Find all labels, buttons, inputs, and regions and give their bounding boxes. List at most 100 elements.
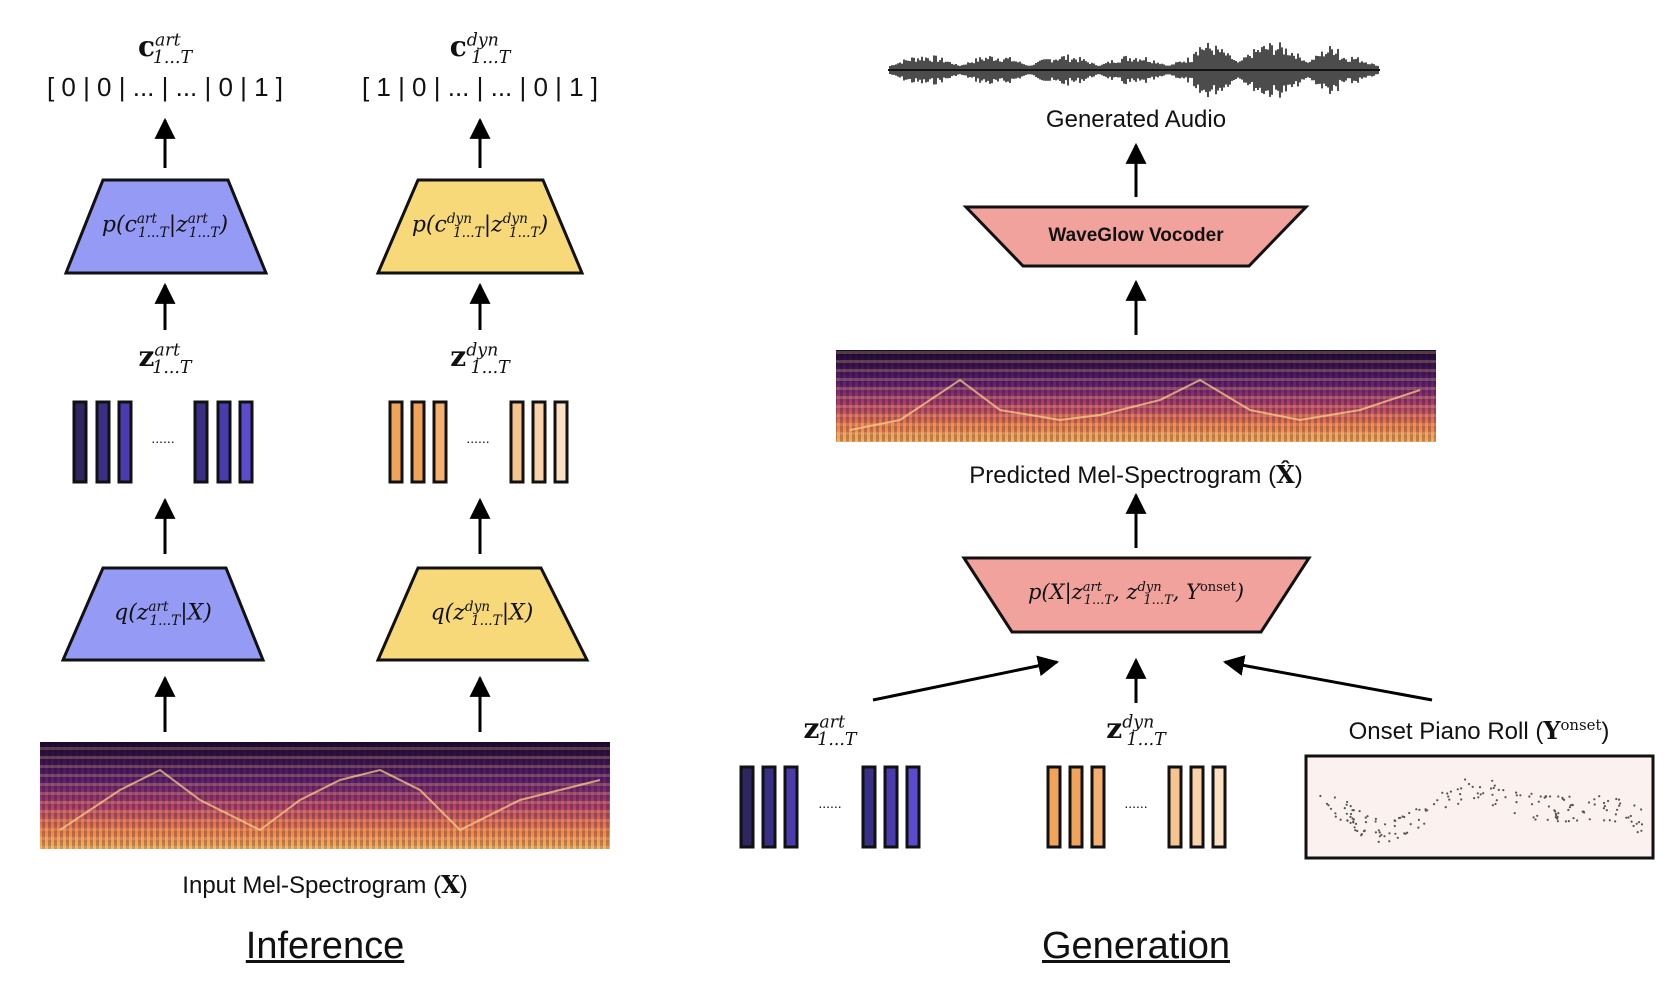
dyn-decoder-sup: dyn bbox=[446, 211, 473, 228]
generation-art-latent-sup: art bbox=[819, 712, 846, 733]
piano-roll-onset-dot bbox=[1393, 824, 1396, 828]
inference-art-ellipsis: ...... bbox=[151, 430, 175, 446]
piano-roll-onset-dot bbox=[1489, 787, 1493, 790]
piano-roll-onset-dot bbox=[1515, 791, 1518, 794]
piano-roll-onset-dot bbox=[1635, 822, 1638, 825]
piano-roll-onset-dot bbox=[1417, 826, 1420, 829]
piano-roll-onset-dot bbox=[1473, 797, 1476, 800]
piano-roll-onset-dot bbox=[1553, 809, 1556, 812]
predicted-spectrogram bbox=[836, 350, 1436, 442]
inference-dyn-latent-symbol: z bbox=[450, 340, 467, 373]
piano-roll-onset-dot bbox=[1378, 835, 1381, 838]
gen-decoder-sup3: onset bbox=[1199, 579, 1236, 595]
generation-decoder-label: p(X|zart1...T, zdyn1...T, Yonset) bbox=[1028, 580, 1244, 608]
piano-roll-onset-dot bbox=[1536, 814, 1539, 817]
piano-roll-onset-dot bbox=[1352, 818, 1355, 821]
inference-art-latent-symbol: z bbox=[138, 340, 155, 373]
piano-roll-onset-dot bbox=[1547, 805, 1550, 808]
piano-roll-onset-dot bbox=[1417, 818, 1420, 822]
generation-dyn-latent-sub: 1...T bbox=[1126, 729, 1166, 750]
piano-roll-onset-dot bbox=[1378, 831, 1381, 834]
art-encoder-trapezoid bbox=[60, 566, 266, 662]
piano-roll-onset-dot bbox=[1343, 807, 1346, 810]
art-decoder-sub: 1...T bbox=[137, 224, 169, 241]
piano-roll-onset-dot bbox=[1467, 782, 1471, 786]
art-decoder-text: p(c bbox=[101, 212, 137, 238]
piano-roll-onset-dot bbox=[1346, 800, 1349, 804]
piano-roll-caption-sup: onset bbox=[1560, 716, 1602, 734]
piano-roll-onset-dot bbox=[1608, 819, 1611, 822]
piano-roll-onset-dot bbox=[1349, 815, 1352, 819]
input-caption-symbol: X bbox=[441, 870, 460, 899]
piano-roll-onset-dot bbox=[1513, 812, 1516, 815]
predicted-caption-symbol: X̂ bbox=[1276, 460, 1295, 489]
piano-roll-onset-dot bbox=[1614, 820, 1617, 823]
piano-roll-onset-dot bbox=[1561, 797, 1564, 801]
piano-roll-onset-dot bbox=[1353, 826, 1356, 829]
inference-art-latent-label: zart1...T bbox=[139, 340, 192, 378]
piano-roll-onset-dot bbox=[1593, 798, 1596, 801]
piano-roll-onset-dot bbox=[1415, 808, 1418, 811]
art-encoder-text: q(z bbox=[114, 600, 149, 626]
piano-roll-onset-dot bbox=[1460, 787, 1463, 790]
piano-roll-onset-dot bbox=[1530, 792, 1533, 795]
piano-roll-onset-dot bbox=[1546, 818, 1549, 821]
piano-roll-onset-dot bbox=[1598, 795, 1601, 798]
piano-roll-onset-dot bbox=[1640, 808, 1643, 811]
piano-roll-onset-dot bbox=[1576, 819, 1579, 822]
dyn-decoder-text: p(c bbox=[411, 212, 447, 238]
piano-roll-onset-dot bbox=[1478, 786, 1482, 789]
piano-roll-onset-dot bbox=[1567, 820, 1570, 823]
piano-roll-onset-dot bbox=[1333, 796, 1336, 799]
piano-roll-onset-dot bbox=[1456, 788, 1459, 791]
dyn-decoder-sub: 1...T bbox=[452, 224, 484, 241]
piano-roll-onset-dot bbox=[1408, 811, 1411, 815]
piano-roll-onset-dot bbox=[1605, 809, 1608, 812]
piano-roll-onset-dot bbox=[1383, 835, 1386, 838]
piano-roll-onset-dot bbox=[1557, 795, 1560, 798]
piano-roll-onset-dot bbox=[1554, 816, 1557, 819]
piano-roll-onset-dot bbox=[1491, 804, 1494, 807]
piano-roll-onset-dot bbox=[1334, 812, 1337, 815]
piano-roll-onset-dot bbox=[1360, 834, 1363, 837]
piano-roll-caption-close: ) bbox=[1601, 718, 1610, 745]
piano-roll-onset-dot bbox=[1418, 808, 1421, 811]
piano-roll-onset-dot bbox=[1403, 815, 1406, 819]
piano-roll-caption: Onset Piano Roll (Yonset) bbox=[1349, 716, 1610, 746]
piano-roll-onset-dot bbox=[1534, 818, 1537, 821]
art-encoder-sup: art bbox=[148, 599, 169, 616]
input-spectrogram-caption: Input Mel-Spectrogram (X) bbox=[182, 870, 467, 900]
piano-roll-onset-dot bbox=[1636, 831, 1639, 834]
piano-roll-onset-dot bbox=[1457, 802, 1460, 805]
piano-roll-onset-dot bbox=[1614, 813, 1617, 816]
generation-dyn-ellipsis: ...... bbox=[1124, 795, 1148, 811]
piano-roll-onset-dot bbox=[1444, 806, 1447, 809]
piano-roll-onset-dot bbox=[1354, 822, 1358, 826]
piano-roll-onset-dot bbox=[1564, 820, 1567, 823]
inference-art-latent-sub: 1...T bbox=[152, 357, 192, 378]
piano-roll-onset-dot bbox=[1388, 832, 1391, 835]
art-decoder-sup: art bbox=[136, 211, 158, 228]
generation-art-ellipsis: ...... bbox=[818, 795, 842, 811]
piano-roll-onset-dot bbox=[1397, 816, 1401, 820]
art-decoder-cond: |z bbox=[168, 212, 188, 238]
inference-dyn-latent-sup: dyn bbox=[466, 340, 499, 361]
inference-title: Inference bbox=[245, 925, 405, 967]
piano-roll-onset-dot bbox=[1459, 793, 1462, 796]
piano-roll-onset-dot bbox=[1374, 817, 1377, 821]
piano-roll-onset-dot bbox=[1388, 840, 1391, 843]
piano-roll-onset-dot bbox=[1349, 805, 1352, 808]
inference-dyn-latent-bars bbox=[388, 400, 569, 484]
piano-roll-onset-dot bbox=[1607, 799, 1610, 803]
generation-dyn-latent-sup: dyn bbox=[1122, 712, 1155, 733]
piano-roll-onset-dot bbox=[1423, 822, 1426, 825]
art-output-symbol: c bbox=[137, 30, 156, 63]
piano-roll-onset-dot bbox=[1532, 816, 1535, 819]
generation-dyn-latent-bars bbox=[1046, 765, 1227, 849]
art-output-vector: [ 0 | 0 | ... | ... | 0 | 1 ] bbox=[46, 72, 284, 102]
piano-roll-onset-dot bbox=[1495, 799, 1498, 802]
piano-roll-onset-dot bbox=[1346, 819, 1349, 822]
piano-roll-onset-dot bbox=[1593, 803, 1596, 806]
piano-roll-onset-dot bbox=[1394, 819, 1397, 823]
